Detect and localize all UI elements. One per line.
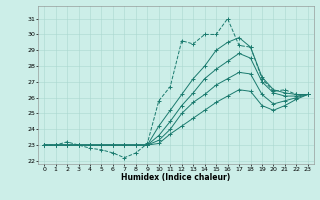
X-axis label: Humidex (Indice chaleur): Humidex (Indice chaleur) bbox=[121, 173, 231, 182]
